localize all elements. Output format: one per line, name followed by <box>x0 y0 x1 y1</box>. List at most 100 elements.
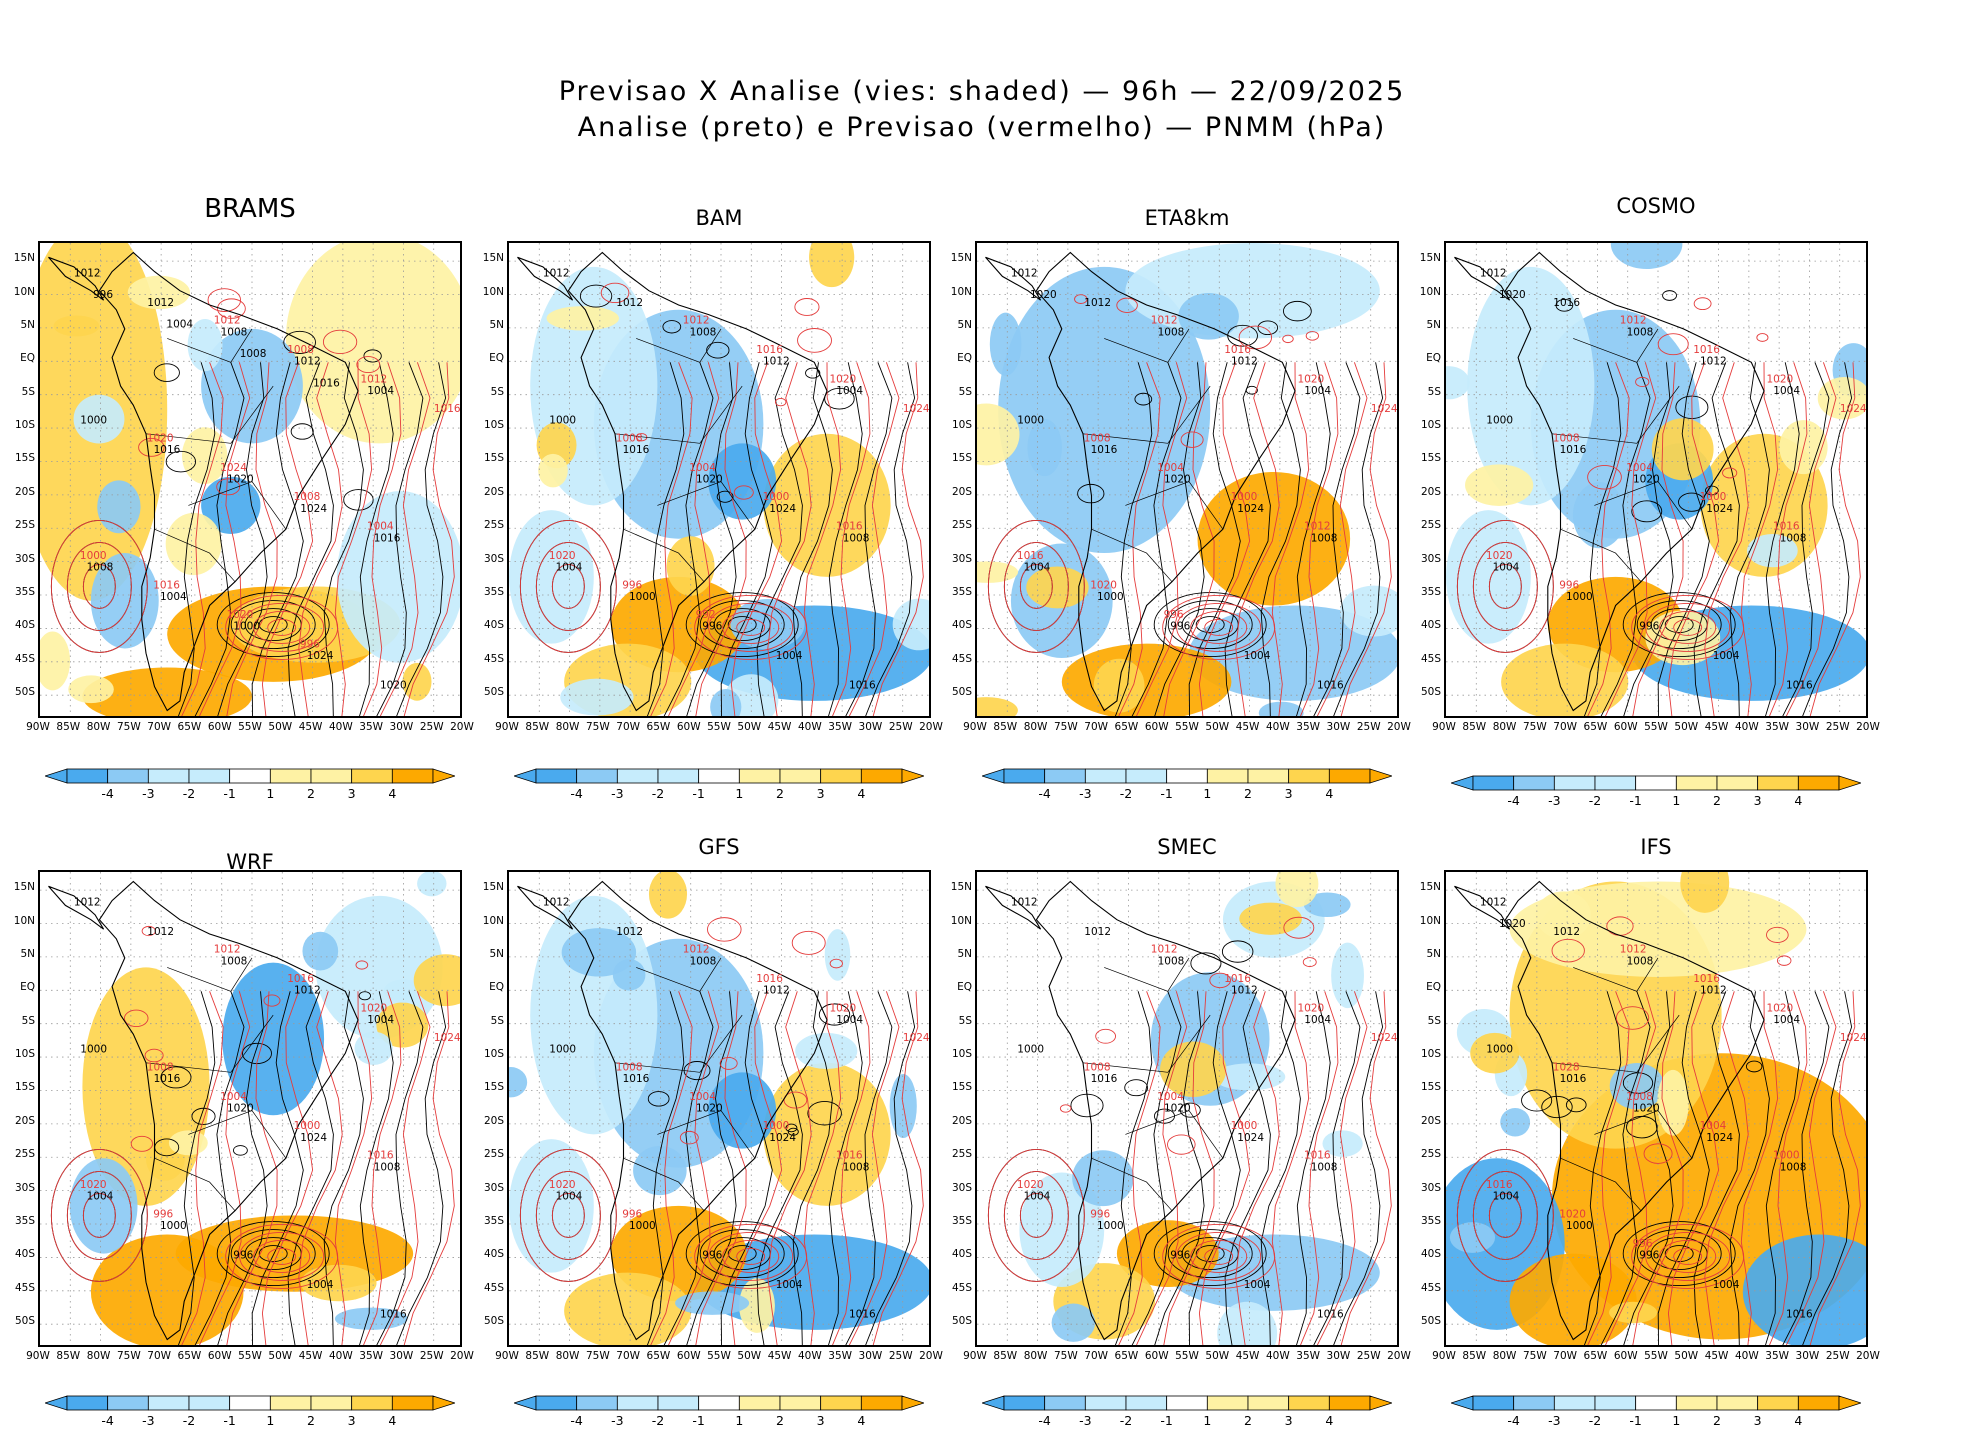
latitude-tick-label: 30S <box>483 1181 504 1194</box>
analysis-isobar-label: 1016 <box>1553 297 1580 309</box>
forecast-isobar-label: 1012 <box>1151 315 1178 327</box>
isobar-labels: 1012101610081012100410001016102010241008… <box>1480 267 1866 691</box>
lat-lon-grid <box>40 243 460 716</box>
forecast-isobar-label: 1020 <box>1559 1209 1586 1221</box>
low-pressure-ring <box>694 1224 808 1289</box>
low-pressure-ring <box>1176 1232 1262 1281</box>
low-pressure-ring <box>1659 1240 1717 1273</box>
isobar <box>650 362 693 716</box>
coastline <box>1454 880 1765 1341</box>
forecast-isobar-label: 1008 <box>1084 1061 1111 1073</box>
isobar <box>720 362 773 716</box>
central-america-coastline <box>517 256 574 301</box>
isobar-labels: 1012101210081012100410001016102010241008… <box>74 896 460 1320</box>
colorbar-label: -2 <box>1588 793 1602 808</box>
colorbar-label: -1 <box>1629 793 1642 808</box>
colorbar-label: -4 <box>101 786 114 801</box>
longitude-tick-label: 90W <box>495 1350 519 1362</box>
analysis-isobar-label: 1016 <box>1786 679 1813 691</box>
latitude-tick-label: 45S <box>14 652 35 665</box>
lat-lon-grid <box>40 872 460 1345</box>
isobar-cell <box>130 1135 154 1152</box>
longitude-tick-label: 55W <box>1644 1350 1668 1362</box>
isobar <box>1785 991 1837 1345</box>
colorbar-bin <box>1044 768 1086 784</box>
latitude-tick-label: 35S <box>483 1215 504 1228</box>
latitude-tick-label: 35S <box>14 586 35 599</box>
analysis-isobar-label: 1020 <box>227 473 254 485</box>
bias-patch <box>1160 1041 1227 1098</box>
analysis-isobar-label: 996 <box>702 1250 722 1262</box>
isobar-cell <box>1074 294 1088 304</box>
bias-patch <box>1465 464 1534 506</box>
latitude-tick-label: 20S <box>1420 1114 1441 1127</box>
isobar <box>1224 362 1271 716</box>
colorbar-bin <box>1247 1395 1290 1411</box>
longitude-tick-label: 40W <box>797 721 822 733</box>
isobar <box>376 362 424 716</box>
latitude-tick-label: 30S <box>14 1181 35 1194</box>
bias-patch <box>334 1307 408 1330</box>
bias-patch <box>1651 418 1714 481</box>
colorbar-label: 4 <box>857 1413 866 1428</box>
isobar <box>1313 362 1361 716</box>
bias-patch <box>1178 292 1239 340</box>
isobar <box>1300 991 1339 1345</box>
isobar <box>1693 991 1740 1345</box>
longitude-tick-label: 35W <box>1765 721 1790 733</box>
analysis-isobar-label: 1000 <box>629 591 656 603</box>
colorbar-bin <box>860 1395 903 1411</box>
latitude-tick-label: 15N <box>13 252 35 265</box>
latitude-tick-label: EQ <box>1426 352 1441 365</box>
low-pressure-ring <box>239 1232 325 1281</box>
forecast-isobar-label: 1016 <box>756 973 783 985</box>
low-pressure-ring <box>708 1232 794 1281</box>
latitude-tick-label: EQ <box>489 981 504 994</box>
isobar-cell <box>191 1107 216 1125</box>
longitude-tick-label: 75W <box>1053 721 1078 733</box>
latitude-tick-label: 50S <box>483 686 504 699</box>
analysis-isobar-label: 1004 <box>166 319 193 331</box>
colorbar-bin <box>779 768 822 784</box>
longitude-tick-label: 40W <box>797 1350 822 1362</box>
bias-patch <box>1026 566 1089 609</box>
forecast-isobar-label: 1012 <box>1304 521 1331 533</box>
analysis-isobar-label: 1008 <box>221 955 248 967</box>
analysis-isobar-label: 1004 <box>1024 562 1051 574</box>
forecast-isobar-label: 1012 <box>214 315 241 327</box>
high-pressure-ring <box>1488 1192 1522 1238</box>
country-border <box>154 1157 236 1211</box>
forecast-isobar-label: 1008 <box>616 1061 643 1073</box>
high-pressure-ring <box>519 519 617 653</box>
country-border <box>1125 1110 1224 1159</box>
longitude-tick-label: 20W <box>1387 721 1411 733</box>
longitude-tick-label: 50W <box>737 1350 762 1362</box>
analysis-isobar-label: 1004 <box>1773 385 1800 397</box>
isobar <box>756 991 803 1345</box>
forecast-isobar-label: 1000 <box>763 1120 790 1132</box>
forecast-isobars <box>987 294 1392 716</box>
forecast-isobar-label: 1024 <box>1840 1032 1867 1044</box>
colorbar-bin <box>107 768 149 784</box>
isobar <box>1583 991 1622 1345</box>
longitude-tick-label: 30W <box>1326 721 1351 733</box>
forecast-isobars <box>1456 916 1861 1345</box>
isobar-cell <box>153 363 180 382</box>
analysis-isobar-label: 1004 <box>556 1191 583 1203</box>
isobar <box>1131 362 1182 716</box>
colorbar-bin <box>1003 768 1046 784</box>
longitude-tick-label: 60W <box>1144 1350 1169 1362</box>
low-pressure-ring <box>722 1240 780 1273</box>
longitude-tick-label: 25W <box>1356 721 1381 733</box>
isobar <box>287 991 334 1345</box>
analysis-isobar-label: 1012 <box>1231 356 1258 368</box>
low-pressure-ring <box>1190 611 1248 644</box>
isobar <box>1785 362 1837 716</box>
colorbar-bin <box>188 1395 231 1411</box>
latitude-tick-label: 40S <box>951 619 972 632</box>
longitude-tick-label: 90W <box>26 1350 50 1362</box>
low-pressure-ring <box>267 619 297 636</box>
bias-patch <box>666 536 715 596</box>
analysis-isobar-label: 1012 <box>1700 985 1727 997</box>
latitude-tick-label: EQ <box>957 352 972 365</box>
